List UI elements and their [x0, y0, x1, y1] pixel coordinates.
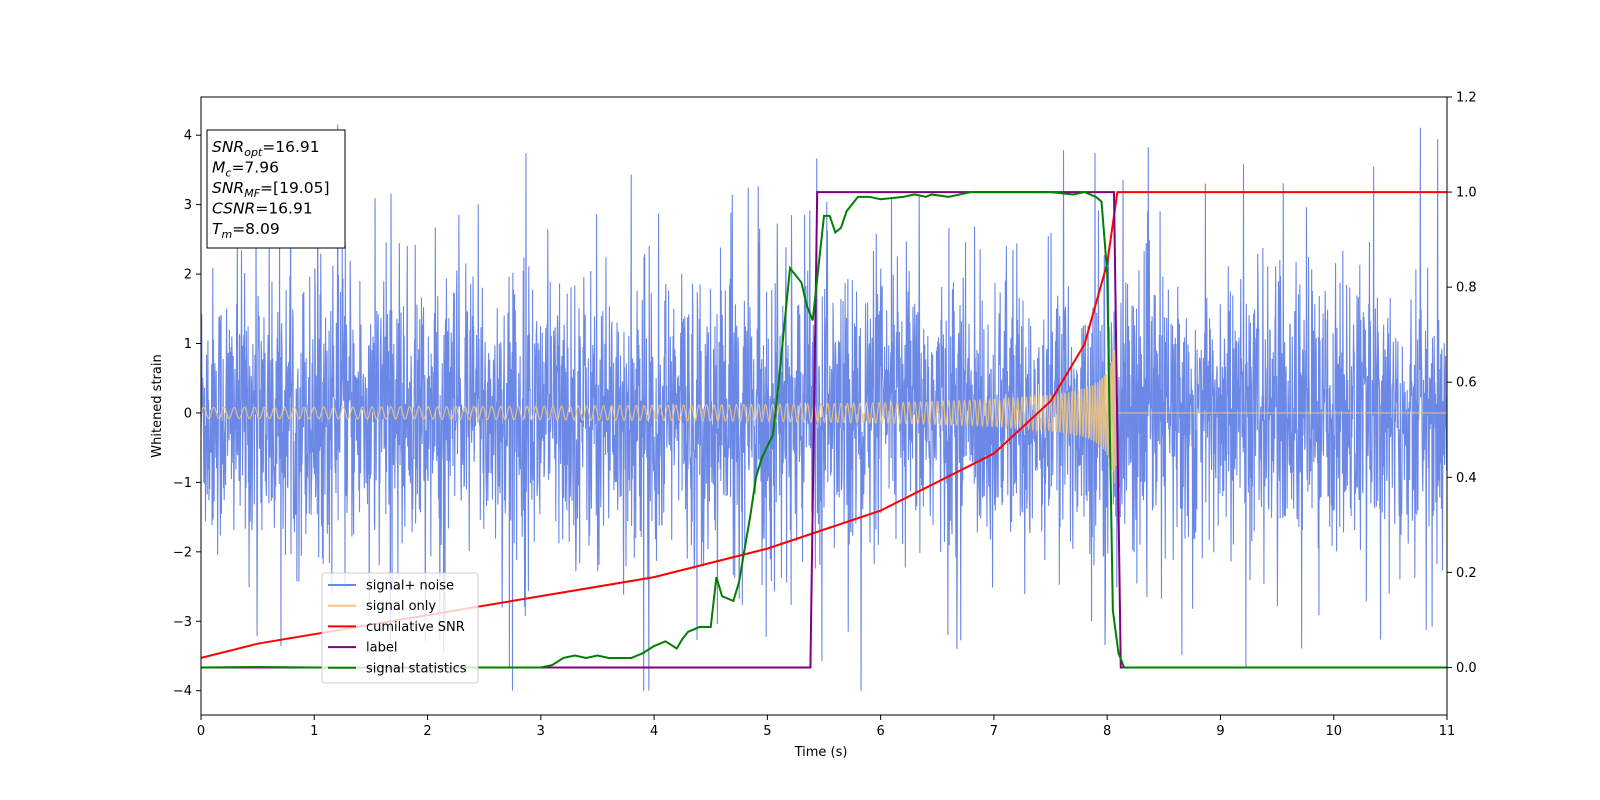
- signal-statistics-line: [201, 191, 1447, 669]
- annotation-box-frame: [206, 129, 346, 249]
- axes: 0 1 2 3 4 5 6 7 8 9 10 11 −4 −3 −2 −1 0 1 2 3 4 0.0 0.2 0.4 0.6 0…: [173, 91, 1477, 740]
- x-tick-label: 2: [423, 724, 431, 739]
- annotation-line: CSNR=16.91: [212, 200, 313, 218]
- annotation-line: SNRMF=[19.05]: [212, 179, 330, 200]
- legend-entry: cumilative SNR: [366, 620, 465, 635]
- y-axis-label: Whitened strain: [150, 354, 165, 457]
- y-right-tick-label: 0.0: [1456, 661, 1477, 676]
- x-tick-label: 1: [310, 724, 318, 739]
- signal-noise-line: [201, 124, 1447, 691]
- x-tick-label: 7: [990, 724, 998, 739]
- y-right-tick-label: 1.2: [1456, 91, 1477, 106]
- y-left-tick-label: −4: [173, 684, 192, 699]
- legend: signal+ noise signal only cumilative SNR la…: [321, 572, 479, 684]
- x-axis-label: Time (s): [794, 745, 848, 760]
- y-left-tick-label: 0: [184, 406, 192, 421]
- x-tick-label: 0: [197, 724, 205, 739]
- annotation-line: Tm=8.09: [212, 220, 280, 241]
- legend-entry: label: [366, 641, 397, 656]
- x-tick-label: 9: [1216, 724, 1224, 739]
- x-tick-label: 10: [1325, 724, 1342, 739]
- y-right-tick-label: 1.0: [1456, 186, 1477, 201]
- legend-entry: signal statistics: [366, 661, 467, 676]
- y-right-tick-label: 0.8: [1456, 281, 1477, 296]
- signal-noise-series: [201, 124, 1447, 691]
- annotation-line: SNRopt=16.91: [212, 138, 320, 159]
- x-tick-label: 4: [650, 724, 658, 739]
- y-right-tick-label: 0.6: [1456, 376, 1477, 391]
- x-tick-label: 5: [763, 724, 771, 739]
- y-left-tick-label: −1: [173, 476, 192, 491]
- y-left-tick-label: 3: [184, 198, 192, 213]
- annotation-line: Mc=7.96: [212, 159, 279, 180]
- y-right-tick-label: 0.4: [1456, 471, 1477, 486]
- legend-entry: signal+ noise: [366, 579, 454, 594]
- signal-only-series: [201, 343, 1447, 484]
- legend-entry: signal only: [366, 599, 436, 614]
- x-tick-label: 6: [876, 724, 884, 739]
- legend-frame: [321, 572, 479, 684]
- y-left-tick-label: −2: [173, 545, 192, 560]
- y-left-tick-label: −3: [173, 615, 192, 630]
- signal-only-line: [201, 343, 1447, 484]
- y-right-tick-label: 0.2: [1456, 566, 1477, 581]
- y-left-tick-label: 1: [184, 337, 192, 352]
- y-left-tick-label: 2: [184, 268, 192, 283]
- plot-frame: [200, 96, 1448, 716]
- x-tick-label: 8: [1103, 724, 1111, 739]
- metrics-annotation-box: SNRopt=16.91Mc=7.96SNRMF=[19.05]CSNR=16.…: [206, 129, 346, 249]
- x-tick-label: 11: [1439, 724, 1456, 739]
- y-left-tick-label: 4: [184, 129, 192, 144]
- x-tick-label: 3: [537, 724, 545, 739]
